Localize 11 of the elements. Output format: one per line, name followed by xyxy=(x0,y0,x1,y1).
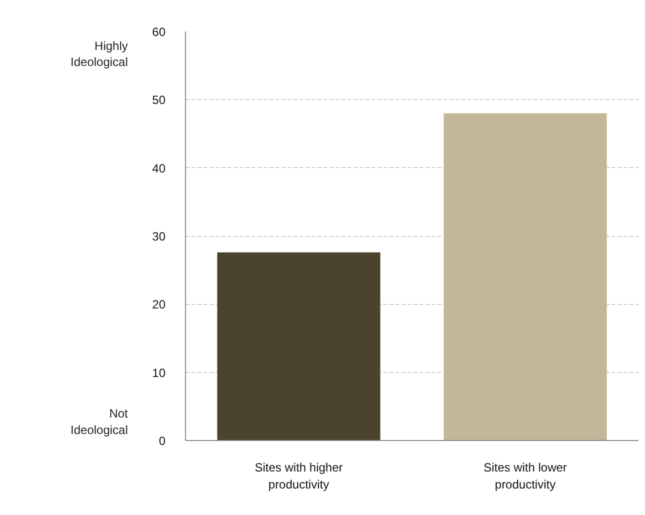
y-tick-label: 40 xyxy=(152,161,166,176)
x-tick-label: Sites with lower productivity xyxy=(484,460,567,492)
y-tick-label: 10 xyxy=(152,366,166,380)
y-tick-label: 0 xyxy=(158,434,166,448)
x-tick-label: Sites with higher productivity xyxy=(254,460,343,492)
text: Not Ideological xyxy=(70,406,129,437)
y-tick-label: 30 xyxy=(152,230,166,244)
y-tick-label: 50 xyxy=(152,93,166,108)
text: Highly Ideological xyxy=(70,38,128,70)
y-tick-label: 60 xyxy=(152,25,166,39)
y-tick-label: 20 xyxy=(152,298,166,312)
